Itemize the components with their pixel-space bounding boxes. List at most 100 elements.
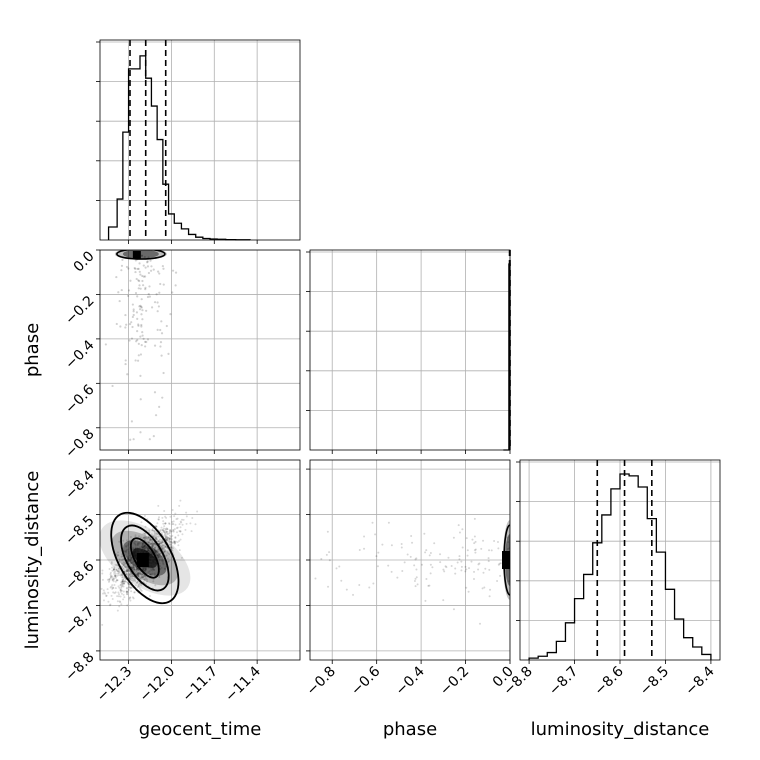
scatter-point [156, 328, 159, 331]
scatter-point [119, 574, 122, 577]
scatter-point [464, 570, 467, 573]
scatter-point [118, 299, 121, 303]
scatter-point [101, 569, 104, 572]
scatter-point [158, 291, 161, 294]
scatter-point [458, 531, 461, 534]
scatter-point [113, 568, 116, 571]
scatter-point [161, 559, 164, 562]
scatter-point [129, 576, 132, 579]
xtick-label-luminosity_distance-3: −8.5 [637, 664, 672, 699]
scatter-point [141, 318, 144, 321]
scatter-point [118, 605, 121, 608]
scatter-point [122, 561, 125, 564]
scatter-point [180, 556, 183, 559]
scatter-point [134, 534, 137, 537]
scatter-point [474, 548, 477, 551]
scatter-point [474, 551, 477, 554]
scatter-point [163, 550, 166, 553]
scatter-point [162, 531, 165, 534]
scatter-point [173, 528, 176, 531]
scatter-point [148, 594, 151, 597]
scatter-point [162, 544, 165, 547]
scatter-point [151, 542, 154, 545]
scatter-point [443, 570, 446, 573]
scatter-point [138, 308, 142, 311]
scatter-point [115, 553, 118, 556]
scatter-point [181, 523, 184, 526]
scatter-point [130, 579, 133, 582]
scatter-point [128, 552, 131, 555]
scatter-point [125, 544, 128, 547]
scatter-point [127, 294, 130, 297]
scatter-point [143, 545, 146, 548]
scatter-point [116, 579, 119, 582]
scatter-point [454, 567, 457, 570]
scatter-point [166, 538, 169, 541]
scatter-point [126, 555, 129, 558]
scatter-point [135, 277, 138, 281]
scatter-point [155, 538, 158, 541]
scatter-point [134, 535, 137, 538]
scatter-point [144, 568, 147, 571]
scatter-point [114, 572, 117, 575]
scatter-point [158, 576, 161, 579]
scatter-point [150, 568, 153, 571]
scatter-point [117, 571, 120, 574]
scatter-point [143, 545, 146, 548]
scatter-point [122, 578, 125, 581]
scatter-point [159, 530, 162, 533]
scatter-point [165, 532, 168, 535]
scatter-point [328, 551, 331, 554]
y-axis-label-phase: phase [22, 323, 43, 377]
scatter-point [171, 523, 174, 526]
scatter-point [111, 578, 114, 581]
scatter-point [146, 549, 149, 552]
scatter-point [135, 567, 138, 570]
scatter-point [109, 573, 112, 576]
xtick-label-geocent_time-0: −12.3 [94, 664, 136, 706]
scatter-point [170, 546, 173, 549]
scatter-point [147, 293, 150, 296]
scatter-point [155, 536, 158, 539]
scatter-point [461, 546, 464, 549]
histogram-luminosity_distance [528, 473, 712, 660]
scatter-point [142, 284, 145, 287]
scatter-point [151, 567, 154, 570]
scatter-point [155, 535, 158, 538]
scatter-point [141, 542, 144, 545]
scatter-point [335, 567, 338, 570]
scatter-point [134, 267, 137, 270]
scatter-point [147, 548, 150, 551]
scatter-point [172, 541, 175, 544]
scatter-point [182, 518, 185, 521]
scatter-point [140, 343, 143, 347]
hist-panel-phase-frame [309, 249, 511, 451]
scatter-point [113, 574, 116, 577]
scatter-point [127, 576, 130, 579]
scatter-point [141, 573, 144, 576]
scatter-point [328, 559, 331, 562]
scatter-point [130, 557, 133, 560]
scatter-point [130, 572, 133, 575]
scatter-point [158, 516, 161, 519]
scatter-point [165, 539, 168, 542]
scatter-point [409, 555, 412, 558]
scatter-point [131, 325, 134, 329]
scatter-point [101, 572, 104, 575]
scatter-point [153, 548, 156, 551]
scatter-point [155, 551, 158, 554]
scatter-point [121, 258, 124, 261]
scatter-point [148, 295, 151, 298]
scatter-point [116, 600, 119, 603]
scatter-point [172, 529, 175, 532]
scatter-point [137, 572, 140, 575]
scatter-point [136, 543, 139, 546]
scatter-point [140, 545, 143, 548]
scatter-point [118, 586, 121, 589]
scatter-point [450, 564, 453, 567]
scatter-point [122, 568, 125, 571]
scatter-point [128, 570, 131, 573]
scatter-point [121, 582, 124, 585]
scatter-point [143, 567, 146, 570]
scatter-point [108, 578, 111, 581]
